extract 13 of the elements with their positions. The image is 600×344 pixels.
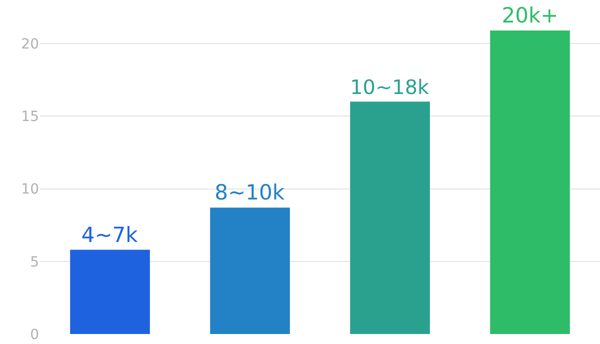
x-tick-label: 10~18k (350, 74, 430, 99)
x-tick-label: 4~7k (81, 222, 139, 247)
y-tick-label: 0 (30, 326, 39, 343)
y-tick-label: 10 (21, 182, 39, 198)
bar (70, 250, 150, 334)
y-tick-label: 15 (21, 109, 39, 126)
y-tick-label: 5 (30, 254, 39, 270)
x-tick-label: 20k+ (502, 4, 558, 28)
bar (210, 208, 290, 334)
bar (350, 102, 430, 334)
bar (490, 30, 570, 334)
y-tick-label: 20 (21, 36, 39, 52)
x-tick-label: 8~10k (214, 180, 286, 205)
